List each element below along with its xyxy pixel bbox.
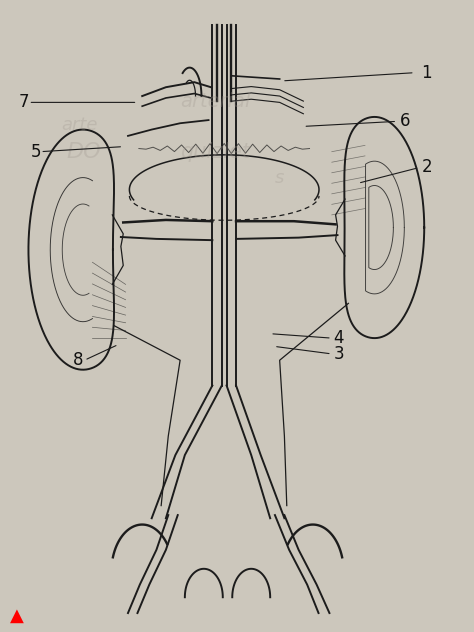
Text: 4: 4 (334, 329, 344, 347)
Text: 2: 2 (421, 159, 432, 176)
Text: 6: 6 (400, 112, 410, 130)
Text: quizlet: quizlet (180, 142, 250, 162)
Text: arte: arte (62, 116, 98, 133)
Text: arterial: arterial (180, 92, 250, 111)
Text: 1: 1 (421, 64, 432, 82)
Text: 8: 8 (73, 351, 83, 369)
Text: s: s (275, 169, 284, 187)
Text: 3: 3 (334, 345, 344, 363)
Text: ▲: ▲ (9, 607, 23, 624)
Text: DO: DO (66, 142, 101, 162)
Text: 7: 7 (18, 94, 29, 111)
Text: 5: 5 (30, 143, 41, 161)
